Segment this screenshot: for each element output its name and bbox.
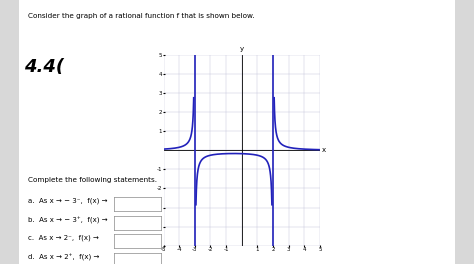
Text: y: y [240, 46, 244, 52]
Text: Consider the graph of a rational function f that is shown below.: Consider the graph of a rational functio… [28, 13, 255, 19]
Text: c.  As x → 2⁻,  f(x) →: c. As x → 2⁻, f(x) → [28, 235, 100, 242]
Text: d.  As x → 2⁺,  f(x) →: d. As x → 2⁺, f(x) → [28, 253, 100, 261]
Text: a.  As x → − 3⁻,  f(x) →: a. As x → − 3⁻, f(x) → [28, 198, 108, 205]
Text: b.  As x → − 3⁺,  f(x) →: b. As x → − 3⁺, f(x) → [28, 216, 108, 224]
Text: x: x [322, 148, 327, 153]
Text: 4.4(: 4.4( [24, 58, 64, 76]
Text: Complete the following statements.: Complete the following statements. [28, 177, 157, 183]
